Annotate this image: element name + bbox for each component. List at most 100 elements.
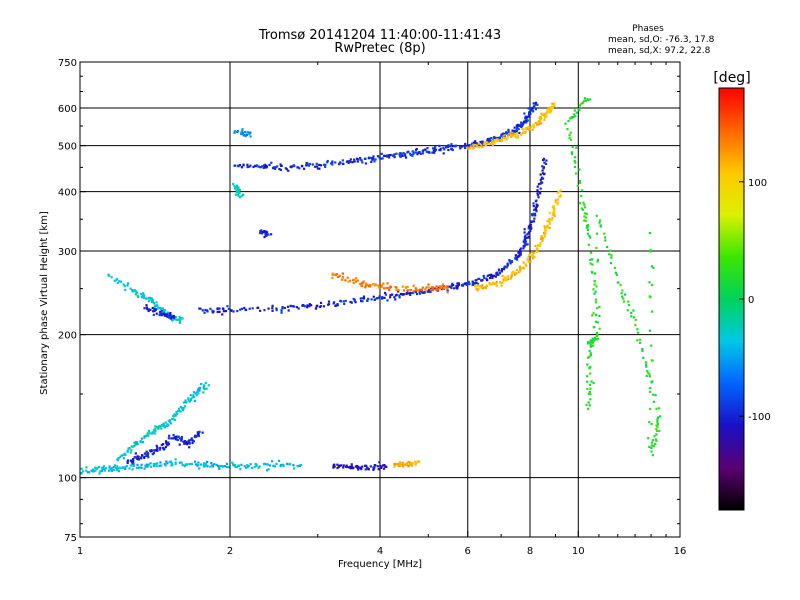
data-point [490, 273, 493, 276]
data-point [491, 281, 494, 285]
data-point [250, 466, 254, 470]
data-point [578, 202, 582, 205]
data-point [459, 145, 462, 149]
data-point [345, 465, 349, 468]
data-point [349, 160, 352, 164]
data-point [517, 124, 520, 127]
data-point [386, 154, 389, 157]
data-point [592, 325, 595, 329]
data-point [198, 386, 202, 389]
data-point [532, 102, 535, 105]
data-point [437, 286, 440, 289]
data-point [95, 467, 98, 470]
data-point [262, 164, 266, 167]
data-point [131, 462, 134, 465]
data-point [352, 297, 355, 301]
data-point [254, 164, 258, 168]
data-point [539, 192, 542, 195]
data-point [162, 448, 165, 451]
data-point [139, 441, 142, 444]
data-point [192, 394, 195, 397]
data-point [360, 297, 364, 300]
data-point [332, 273, 335, 276]
data-point [451, 145, 454, 148]
data-point [377, 468, 380, 471]
data-point [119, 280, 123, 283]
data-point [324, 165, 327, 168]
data-point [342, 466, 345, 469]
data-point [531, 220, 534, 223]
data-point [485, 141, 488, 144]
data-point [641, 347, 644, 351]
data-point [503, 265, 506, 269]
data-point [425, 286, 428, 289]
data-point [264, 230, 268, 233]
data-point [164, 421, 167, 424]
data-point [369, 156, 372, 160]
y-tick-label: 200 [58, 331, 77, 342]
data-point [316, 167, 319, 170]
data-point [184, 399, 187, 402]
data-point [185, 463, 188, 466]
data-point [126, 282, 130, 285]
data-point [482, 143, 485, 146]
data-point [362, 280, 365, 283]
data-point [334, 161, 337, 164]
data-point [648, 231, 652, 235]
data-point [655, 439, 658, 442]
data-point [236, 193, 240, 196]
data-point [338, 464, 341, 467]
data-point [172, 414, 175, 418]
data-point [439, 147, 442, 150]
data-point [249, 164, 252, 167]
data-point [596, 321, 599, 324]
data-point [206, 460, 209, 463]
data-point [597, 337, 600, 340]
data-point [100, 470, 104, 473]
data-point [589, 352, 592, 355]
data-point [196, 390, 199, 393]
data-point [596, 331, 599, 335]
data-point [655, 407, 658, 410]
data-point [431, 288, 434, 292]
data-point [478, 277, 481, 280]
data-point [529, 223, 532, 226]
data-point [246, 466, 249, 469]
data-point [535, 199, 538, 202]
data-point [194, 435, 197, 438]
data-point [226, 305, 229, 308]
data-point [356, 160, 359, 163]
data-point [167, 443, 171, 446]
data-point [588, 391, 592, 394]
data-point [366, 466, 369, 469]
data-point [235, 466, 238, 469]
data-point [495, 282, 498, 286]
data-point [521, 266, 524, 270]
data-point [164, 445, 167, 449]
data-point [515, 256, 519, 260]
data-point [580, 102, 583, 105]
data-point [520, 123, 523, 126]
data-point [176, 412, 179, 415]
data-point [592, 288, 595, 291]
data-point [139, 292, 143, 296]
colorbar-tick-label: 100 [748, 178, 767, 189]
data-point [446, 287, 449, 290]
data-point [393, 465, 396, 469]
data-point [553, 102, 556, 105]
data-point [172, 417, 175, 420]
data-point [168, 460, 171, 463]
data-point [651, 310, 654, 313]
data-point [505, 279, 508, 282]
data-point [398, 463, 402, 467]
data-point [351, 279, 355, 282]
data-point [621, 289, 624, 292]
data-point [156, 304, 159, 307]
data-point [134, 452, 137, 455]
data-point [500, 267, 504, 271]
data-point [244, 308, 247, 312]
data-point [168, 315, 171, 318]
data-point [543, 228, 547, 231]
data-point [650, 444, 654, 447]
data-point [272, 464, 275, 468]
